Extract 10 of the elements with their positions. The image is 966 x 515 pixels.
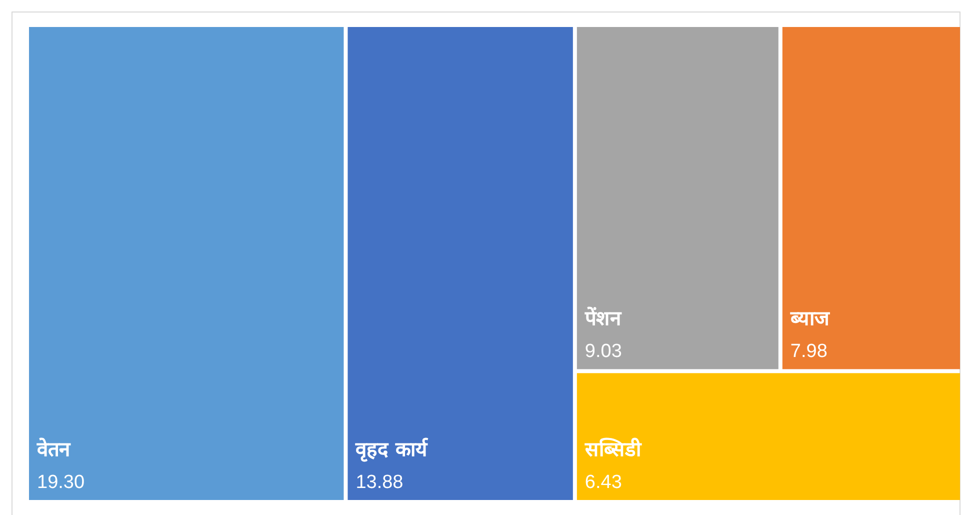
data-label: 6.43: [584, 472, 622, 493]
category-label: ब्याज: [789, 306, 830, 330]
data-label: 9.03: [584, 341, 622, 362]
category-label: वेतन: [36, 437, 71, 461]
data-label: 19.30: [37, 472, 85, 493]
category-label: सब्सिडी: [584, 437, 642, 461]
data-label: 7.98: [790, 341, 828, 362]
category-label: वृहद कार्य: [354, 437, 429, 462]
data-label: 13.88: [356, 472, 404, 493]
category-label: पेंशन: [584, 306, 622, 330]
